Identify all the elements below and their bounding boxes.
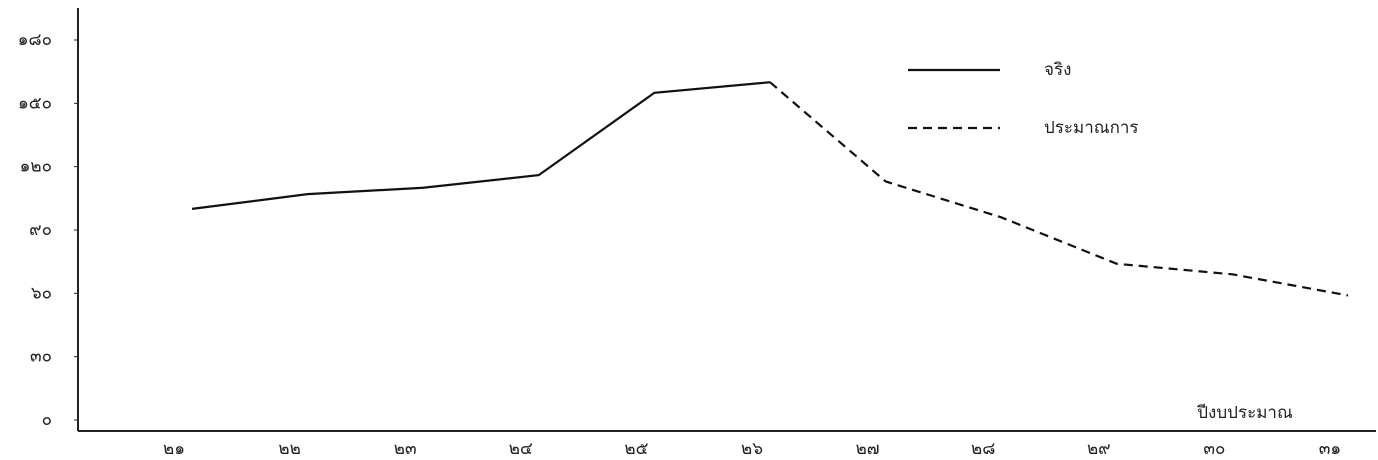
legend-label: ประมาณการ	[1044, 118, 1139, 138]
y-tick-label: ๑๒๐	[20, 157, 52, 177]
y-tick-label: ๑๕๐	[18, 93, 52, 113]
x-tick-label: ๓๐	[1203, 439, 1225, 459]
x-tick-label: ๒๘	[971, 439, 995, 459]
x-axis-label: ปีงบประมาณ	[1196, 403, 1293, 423]
y-tick-label: ๓๐	[30, 347, 52, 367]
x-tick-label: ๒๖	[741, 439, 763, 459]
y-tick-label: ๐	[42, 410, 52, 430]
x-tick-label: ๒๗	[856, 439, 880, 459]
x-tick-label: ๒๕	[624, 439, 648, 459]
x-tick-label: ๒๒	[278, 439, 300, 459]
x-tick-label: ๒๔	[509, 439, 533, 459]
series-line	[191, 81, 771, 210]
legend-label: จริง	[1044, 60, 1071, 80]
series-line	[769, 81, 1349, 297]
y-tick-label: ๑๘๐	[18, 30, 52, 50]
y-tick-label: ๖๐	[31, 283, 52, 303]
y-tick-label: ๙๐	[29, 220, 52, 240]
x-tick-label: ๓๑	[1319, 439, 1341, 459]
x-tick-label: ๒๑	[163, 439, 185, 459]
x-tick-label: ๒๓	[394, 439, 417, 459]
x-tick-label: ๒๙	[1087, 439, 1111, 459]
